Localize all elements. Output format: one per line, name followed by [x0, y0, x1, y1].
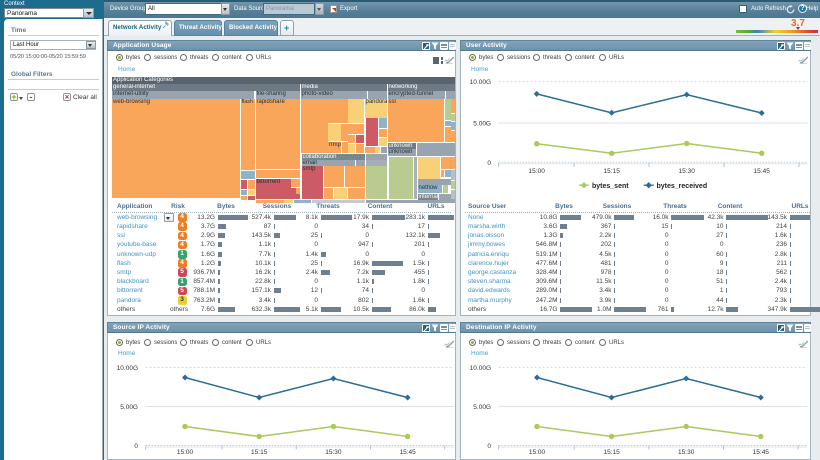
svg-text:15:30: 15:30 — [679, 168, 696, 175]
svg-text:5.00G: 5.00G — [473, 404, 491, 411]
svg-text:10.00G: 10.00G — [470, 365, 491, 372]
svg-text:15:00: 15:00 — [529, 449, 546, 456]
svg-text:5.00G: 5.00G — [473, 121, 491, 128]
svg-text:bytes_received: bytes_received — [657, 183, 708, 190]
svg-text:15:30: 15:30 — [678, 449, 695, 456]
svg-text:15:00: 15:00 — [177, 449, 194, 456]
svg-text:10.00G: 10.00G — [470, 79, 491, 86]
svg-text:15:45: 15:45 — [754, 168, 771, 175]
svg-text:0: 0 — [134, 443, 138, 450]
svg-text:15:15: 15:15 — [604, 168, 621, 175]
svg-text:bytes_sent: bytes_sent — [592, 183, 629, 190]
svg-text:15:00: 15:00 — [529, 168, 546, 175]
svg-text:5.00G: 5.00G — [120, 404, 138, 411]
svg-text:15:15: 15:15 — [251, 449, 268, 456]
svg-text:15:45: 15:45 — [399, 449, 416, 456]
svg-text:0: 0 — [487, 160, 491, 167]
svg-text:15:15: 15:15 — [603, 449, 620, 456]
svg-text:15:30: 15:30 — [325, 449, 342, 456]
svg-text:10.00G: 10.00G — [117, 365, 138, 372]
svg-text:0: 0 — [487, 443, 491, 450]
svg-text:15:45: 15:45 — [753, 449, 770, 456]
